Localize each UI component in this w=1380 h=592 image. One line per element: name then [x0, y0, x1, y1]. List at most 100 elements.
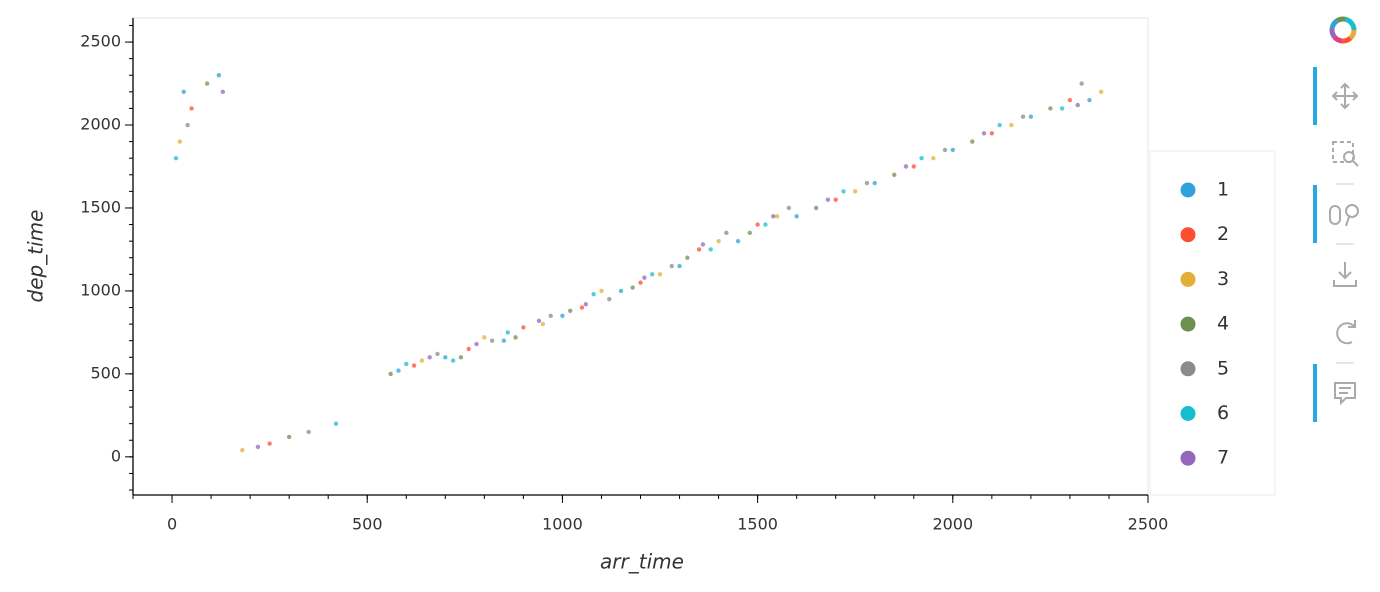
x-axis-label: arr_time	[600, 550, 684, 574]
tool-active-indicator	[1313, 67, 1317, 125]
scatter-point	[970, 139, 975, 144]
scatter-point	[548, 313, 553, 319]
scatter-point	[1075, 102, 1080, 108]
hover-tool[interactable]	[1334, 382, 1356, 406]
plot-area	[132, 17, 1149, 496]
scatter-point	[181, 89, 186, 95]
legend-marker	[1180, 406, 1196, 421]
scatter-point	[677, 263, 682, 269]
scatter-point	[306, 429, 311, 435]
scatter-point	[950, 147, 956, 153]
x-tick-label: 0	[167, 515, 177, 534]
scatter-point	[536, 318, 542, 323]
y-tick-label: 0	[111, 446, 121, 465]
scatter-point	[774, 214, 780, 219]
legend-box	[1149, 150, 1276, 496]
scatter-point	[630, 285, 635, 290]
pan-tool[interactable]	[1331, 82, 1359, 110]
scatter-point	[942, 147, 948, 153]
scatter-point	[396, 368, 401, 373]
wheel-zoom-tool[interactable]	[1329, 204, 1359, 227]
legend-label: 1	[1217, 179, 1229, 201]
scatter-point	[591, 292, 596, 297]
scatter-point	[583, 302, 589, 307]
scatter-point	[568, 308, 573, 314]
scatter-point	[1028, 114, 1034, 119]
y-tick-label: 500	[90, 363, 121, 382]
scatter-point	[1098, 89, 1104, 95]
scatter-point	[981, 131, 987, 136]
scatter-point	[1079, 81, 1084, 86]
legend-label: 2	[1217, 223, 1229, 245]
scatter-point	[1087, 97, 1092, 103]
scatter-point	[255, 444, 261, 450]
x-tick-label: 1500	[737, 515, 778, 534]
scatter-point	[919, 155, 924, 161]
scatter-point	[173, 155, 179, 161]
scatter-point	[841, 189, 846, 194]
scatter-point	[489, 338, 495, 343]
scatter-point	[833, 197, 838, 202]
scatter-point	[466, 346, 471, 352]
scatter-point	[989, 131, 995, 136]
scatter-point	[1059, 106, 1065, 111]
scatter-point	[813, 205, 819, 211]
scatter-point	[435, 351, 440, 357]
scatter-point	[1067, 97, 1073, 103]
scatter-point	[458, 355, 464, 360]
scatter-point	[540, 321, 546, 327]
scatter-point	[204, 81, 210, 86]
scatter-point	[513, 335, 518, 340]
scatter-point	[618, 288, 624, 294]
scatter-point	[388, 371, 393, 377]
scatter-point	[404, 361, 409, 367]
scatter-point	[685, 255, 690, 260]
scatter-point	[443, 355, 448, 360]
legend-label: 3	[1217, 268, 1229, 290]
legend-marker	[1180, 182, 1196, 198]
scatter-point	[931, 155, 936, 161]
x-tick-label: 2000	[932, 515, 973, 534]
scatter-point	[669, 263, 674, 269]
y-tick-label: 1500	[80, 197, 121, 216]
scatter-point	[747, 230, 753, 236]
scatter-point	[892, 172, 897, 177]
scatter-point	[505, 330, 510, 335]
scatter-point	[189, 106, 194, 111]
scatter-point	[177, 139, 183, 144]
scatter-point	[1009, 122, 1014, 128]
bokeh-logo[interactable]	[1329, 16, 1357, 44]
scatter-point	[579, 305, 585, 310]
tool-active-indicator	[1313, 364, 1317, 422]
legend-marker	[1180, 450, 1196, 466]
scatter-point	[724, 230, 729, 236]
scatter-point	[735, 238, 741, 244]
scatter-point	[997, 122, 1002, 128]
y-tick-label: 2000	[80, 115, 121, 134]
scatter-point	[240, 448, 245, 453]
reset-tool[interactable]	[1336, 320, 1356, 345]
toolbar	[1313, 16, 1359, 422]
scatter-point	[1048, 106, 1053, 111]
scatter-point	[419, 358, 425, 363]
scatter-point	[864, 180, 870, 186]
scatter-point	[825, 197, 831, 202]
scatter-point	[521, 325, 526, 330]
scatter-point	[794, 214, 799, 219]
save-tool[interactable]	[1333, 262, 1357, 287]
scatter-point	[185, 122, 190, 128]
legend-marker	[1180, 361, 1196, 377]
scatter-point	[474, 341, 479, 347]
scatter-point	[911, 164, 916, 169]
scatter-point	[903, 164, 909, 169]
legend-label: 7	[1217, 447, 1229, 469]
scatter-point	[482, 335, 487, 340]
scatter-point	[286, 434, 292, 440]
box-zoom-tool[interactable]	[1332, 141, 1359, 167]
scatter-point	[216, 73, 222, 78]
scatter-point	[786, 205, 792, 211]
x-tick-label: 2500	[1128, 515, 1169, 534]
scatter-point	[696, 247, 702, 252]
scatter-point	[763, 222, 768, 227]
